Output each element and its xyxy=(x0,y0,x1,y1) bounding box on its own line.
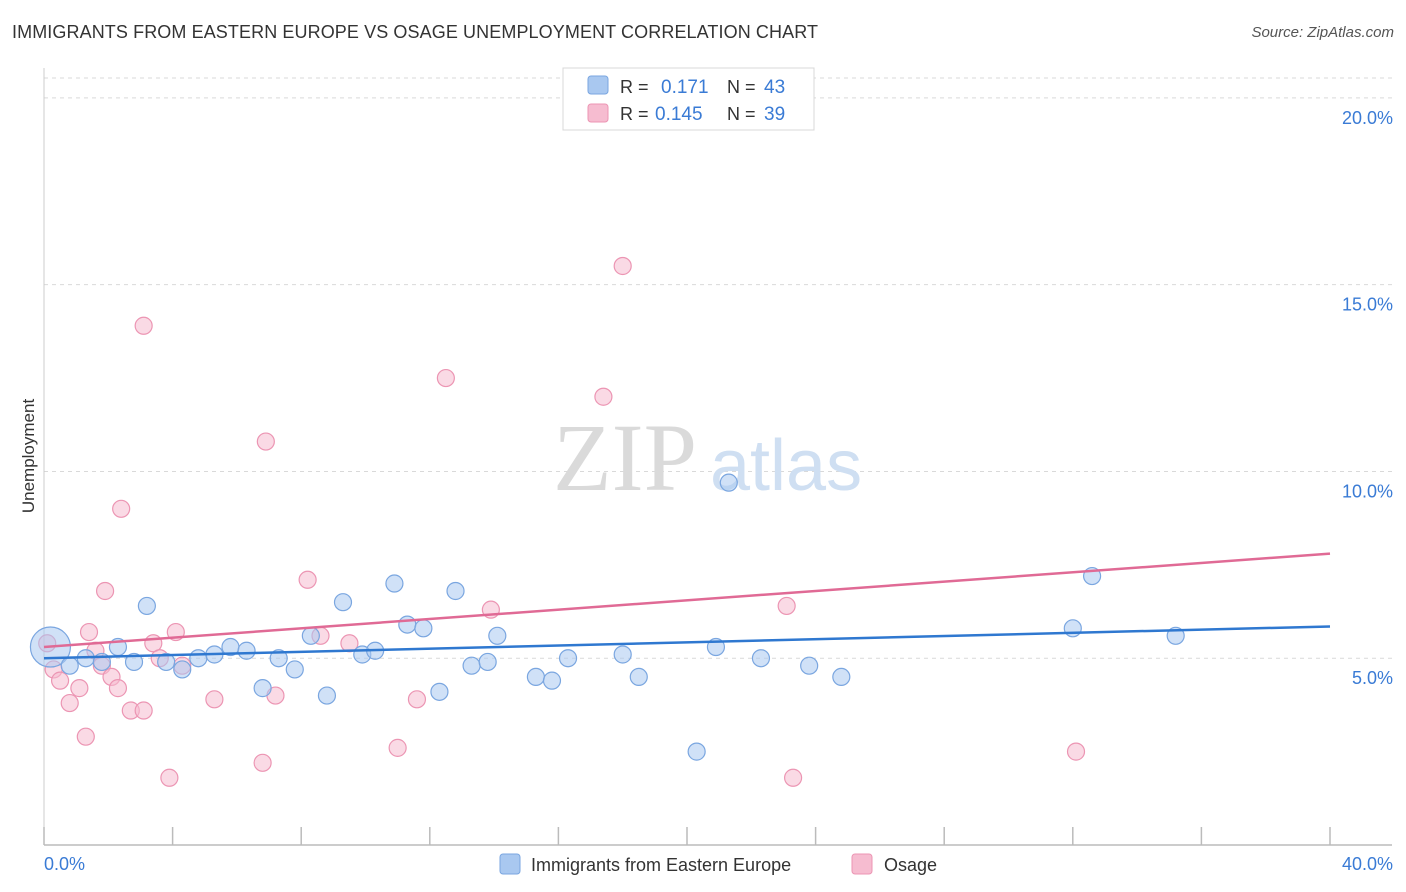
osage-point xyxy=(134,316,153,335)
osage-point xyxy=(76,727,95,746)
eastern-europe-point xyxy=(613,645,632,664)
y-tick-labels: 5.0% 10.0% 15.0% 20.0% xyxy=(1342,108,1393,688)
stats-legend: R = 0.171 N = 43 R = 0.145 N = 39 xyxy=(562,67,815,131)
y-tick-label: 15.0% xyxy=(1342,295,1393,315)
osage-point xyxy=(256,432,275,451)
osage-point xyxy=(783,768,803,787)
eastern-europe-point xyxy=(173,660,192,679)
osage-point xyxy=(134,701,153,720)
grid-lines xyxy=(44,77,1392,659)
osage-point xyxy=(50,671,70,690)
legend-swatch-osage xyxy=(851,853,873,875)
eastern-europe-point xyxy=(558,649,578,668)
eastern-europe-point xyxy=(687,742,706,761)
series-legend: Immigrants from Eastern Europe Osage xyxy=(499,853,937,875)
eastern-europe-point xyxy=(237,641,256,660)
legend-label-eastern-europe: Immigrants from Eastern Europe xyxy=(531,855,791,875)
eastern-europe-point xyxy=(333,593,353,612)
eastern-europe-point xyxy=(832,667,851,686)
eastern-europe-point xyxy=(157,652,176,672)
eastern-europe-point xyxy=(124,652,144,672)
stats-swatch-blue xyxy=(587,75,609,95)
eastern-europe-point xyxy=(301,626,320,645)
eastern-europe-point xyxy=(285,660,304,679)
osage-point xyxy=(79,622,99,642)
osage-point xyxy=(70,679,89,698)
osage-point xyxy=(436,368,455,388)
watermark: ZIP atlas xyxy=(553,404,862,511)
chart-title: IMMIGRANTS FROM EASTERN EUROPE VS OSAGE … xyxy=(12,22,819,42)
eastern-europe-point xyxy=(385,574,404,593)
x-tick-marks xyxy=(43,827,1331,845)
stats-swatch-pink xyxy=(587,103,609,123)
eastern-europe-point xyxy=(1063,619,1082,638)
eastern-europe-point xyxy=(526,667,545,686)
osage-point xyxy=(407,690,427,709)
y-tick-label: 5.0% xyxy=(1352,668,1393,688)
osage-point xyxy=(95,581,115,601)
osage-points xyxy=(38,256,1086,787)
osage-point xyxy=(1066,742,1086,761)
osage-point xyxy=(594,387,613,406)
eastern-europe-point xyxy=(629,667,648,686)
eastern-europe-point xyxy=(253,679,272,698)
watermark-atlas: atlas xyxy=(710,426,862,506)
osage-point xyxy=(108,679,128,698)
axes xyxy=(43,68,1392,846)
eastern-europe-point xyxy=(398,615,417,634)
stats-r-label-blue: R = xyxy=(620,77,649,97)
stats-n-label-pink: N = xyxy=(727,104,756,124)
source-label: Source: ZipAtlas.com xyxy=(1251,24,1394,41)
stats-n-value-pink: 39 xyxy=(764,104,785,125)
x-tick-label-max: 40.0% xyxy=(1342,854,1393,874)
y-tick-label: 20.0% xyxy=(1342,108,1393,128)
eastern-europe-point xyxy=(800,656,819,675)
eastern-europe-point xyxy=(430,682,449,701)
trend-line-osage xyxy=(43,552,1331,649)
eastern-europe-point xyxy=(719,473,738,492)
trend-line-eastern-europe xyxy=(43,625,1331,660)
eastern-europe-point xyxy=(478,652,497,672)
legend-swatch-eastern-europe xyxy=(499,853,521,875)
osage-point xyxy=(613,256,632,276)
eastern-europe-point xyxy=(189,649,208,668)
stats-n-value-blue: 43 xyxy=(764,77,785,98)
osage-point xyxy=(298,570,317,589)
y-axis-title: Unemployment xyxy=(19,399,38,514)
eastern-europe-point xyxy=(446,581,465,601)
stats-r-value-blue: 0.171 xyxy=(661,77,709,98)
legend-label-osage: Osage xyxy=(884,855,937,875)
osage-point xyxy=(60,693,79,713)
eastern-europe-point xyxy=(488,626,507,645)
y-tick-label: 10.0% xyxy=(1342,481,1393,501)
osage-point xyxy=(112,499,131,518)
eastern-europe-point xyxy=(60,656,79,675)
stats-r-label-pink: R = xyxy=(620,104,649,124)
trend-lines xyxy=(43,552,1331,660)
stats-n-label-blue: N = xyxy=(727,77,756,97)
stats-r-value-pink: 0.145 xyxy=(655,104,703,125)
eastern-europe-point xyxy=(751,649,771,668)
eastern-europe-point xyxy=(269,649,288,668)
x-tick-label-min: 0.0% xyxy=(44,854,85,874)
eastern-europe-point xyxy=(414,619,433,638)
osage-point xyxy=(777,596,796,616)
eastern-europe-points xyxy=(29,473,1185,761)
osage-point xyxy=(388,738,407,757)
watermark-zip: ZIP xyxy=(553,404,697,511)
eastern-europe-point xyxy=(462,656,481,675)
osage-point xyxy=(253,753,272,772)
eastern-europe-point xyxy=(137,596,156,616)
osage-point xyxy=(205,690,224,709)
eastern-europe-point xyxy=(542,671,562,690)
eastern-europe-point xyxy=(317,686,337,705)
osage-point xyxy=(160,768,179,787)
